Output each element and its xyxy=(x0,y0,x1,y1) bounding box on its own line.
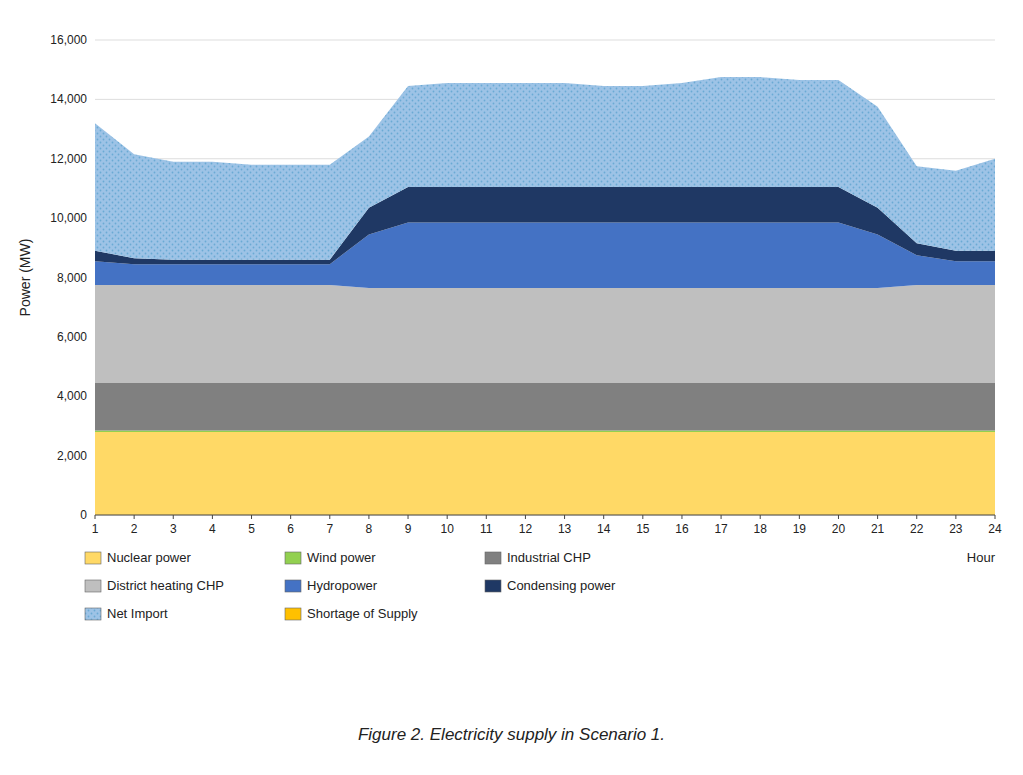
x-tick xyxy=(721,515,722,519)
x-tick xyxy=(603,515,604,519)
y-tick-label: 12,000 xyxy=(50,152,87,166)
x-tick-label: 10 xyxy=(440,522,454,536)
x-tick-label: 11 xyxy=(480,522,493,536)
x-tick-label: 15 xyxy=(636,522,650,536)
x-tick xyxy=(212,515,213,519)
chart: 0 2,000 4,000 6,000 8,000 10,000 12,000 14,000 1… xyxy=(0,0,1023,775)
x-tick xyxy=(329,515,330,519)
x-tick xyxy=(447,515,448,519)
x-tick xyxy=(408,515,409,519)
x-axis-line xyxy=(95,515,995,516)
x-tick xyxy=(642,515,643,519)
legend-label: Shortage of Supply xyxy=(307,606,418,621)
area xyxy=(95,430,995,431)
x-tick-label: 14 xyxy=(597,522,611,536)
y-tick-label: 14,000 xyxy=(50,92,87,106)
x-tick-label: 22 xyxy=(910,522,924,536)
legend-label: Net Import xyxy=(107,606,168,621)
y-tick-label: 6,000 xyxy=(57,330,87,344)
legend-label: Hydropower xyxy=(307,578,378,593)
x-tick-label: 24 xyxy=(988,522,1002,536)
y-tick-label: 8,000 xyxy=(57,271,87,285)
y-tick-label: 16,000 xyxy=(50,33,87,47)
x-tick-label: 16 xyxy=(675,522,689,536)
x-tick xyxy=(995,515,996,519)
x-tick xyxy=(681,515,682,519)
x-tick-label: 4 xyxy=(209,522,216,536)
x-tick xyxy=(134,515,135,519)
caption: Figure 2. Electricity supply in Scenario… xyxy=(358,725,665,744)
x-tick-label: 12 xyxy=(519,522,533,536)
y-tick-label: 2,000 xyxy=(57,449,87,463)
x-tick-label: 2 xyxy=(131,522,138,536)
legend-label: Condensing power xyxy=(507,578,616,593)
y-axis-label: Power (MW) xyxy=(17,239,33,317)
x-axis-label: Hour xyxy=(967,550,996,565)
legend-swatch xyxy=(285,608,301,620)
y-tick-label: 4,000 xyxy=(57,389,87,403)
legend-swatch xyxy=(285,552,301,564)
legend-swatch xyxy=(285,580,301,592)
legend-label: Industrial CHP xyxy=(507,550,591,565)
legend-label: District heating CHP xyxy=(107,578,224,593)
x-tick xyxy=(955,515,956,519)
area xyxy=(95,432,995,515)
areas xyxy=(95,77,995,515)
x-tick xyxy=(838,515,839,519)
x-tick xyxy=(368,515,369,519)
x-tick-label: 18 xyxy=(754,522,768,536)
grid-line xyxy=(95,40,995,41)
x-tick-label: 19 xyxy=(793,522,807,536)
area xyxy=(95,77,995,171)
legend-swatch xyxy=(485,580,501,592)
y-tick-label: 10,000 xyxy=(50,211,87,225)
x-tick-label: 17 xyxy=(714,522,728,536)
legend-label: Wind power xyxy=(307,550,376,565)
legend-swatch xyxy=(485,552,501,564)
x-tick-label: 6 xyxy=(287,522,294,536)
x-tick-label: 13 xyxy=(558,522,572,536)
grid xyxy=(95,40,995,515)
area xyxy=(95,77,995,260)
x-tick xyxy=(251,515,252,519)
x-tick xyxy=(799,515,800,519)
area xyxy=(95,383,995,431)
x-tick xyxy=(760,515,761,519)
x-tick xyxy=(290,515,291,519)
legend-label: Nuclear power xyxy=(107,550,191,565)
x-tick xyxy=(173,515,174,519)
x-tick xyxy=(564,515,565,519)
x-tick-label: 7 xyxy=(326,522,333,536)
x-tick-label: 5 xyxy=(248,522,255,536)
grid-line xyxy=(95,515,995,516)
x-tick xyxy=(525,515,526,519)
x-tick xyxy=(95,515,96,519)
legend-swatch xyxy=(85,552,101,564)
x-tick-label: 1 xyxy=(92,522,99,536)
legend-swatch xyxy=(85,608,101,620)
legend-swatch xyxy=(85,580,101,592)
x-tick-label: 20 xyxy=(832,522,846,536)
legend: Nuclear power Wind power Industrial CHP Dis… xyxy=(85,550,616,621)
x-tick-label: 8 xyxy=(366,522,373,536)
area xyxy=(95,285,995,383)
x-tick-label: 21 xyxy=(871,522,885,536)
x-tick xyxy=(877,515,878,519)
x-tick-label: 3 xyxy=(170,522,177,536)
x-tick xyxy=(486,515,487,519)
y-tick-label: 0 xyxy=(80,508,87,522)
x-tick xyxy=(916,515,917,519)
background xyxy=(0,0,1023,775)
x-tick-label: 9 xyxy=(405,522,412,536)
x-tick-label: 23 xyxy=(949,522,963,536)
